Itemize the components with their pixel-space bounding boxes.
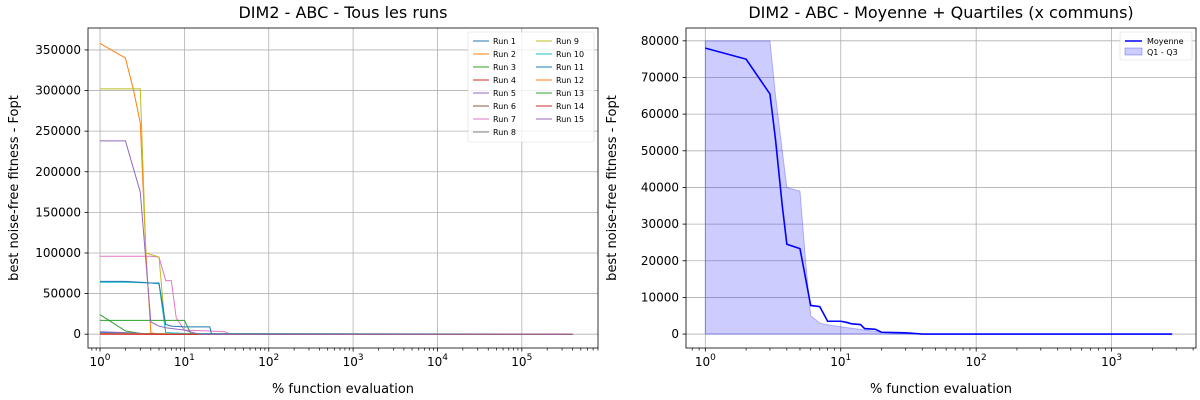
y-tick-label: 100000 bbox=[35, 246, 81, 260]
y-tick-label: 30000 bbox=[641, 217, 679, 231]
series-line-15 bbox=[100, 140, 573, 335]
plot-frame bbox=[685, 27, 1197, 349]
y-tick-label: 150000 bbox=[35, 205, 81, 219]
series-line-3 bbox=[99, 314, 573, 335]
legend-label: Run 4 bbox=[493, 76, 516, 85]
legend: Moyenne Q1 - Q3 bbox=[1119, 31, 1193, 61]
legend-label: Run 2 bbox=[493, 50, 516, 59]
plot-frame bbox=[87, 27, 599, 349]
x-tick-label: 104 bbox=[427, 353, 448, 369]
chart-title: DIM2 - ABC - Moyenne + Quartiles (x comm… bbox=[748, 3, 1133, 22]
y-tick-label: 60000 bbox=[641, 107, 679, 121]
y-tick-label: 350000 bbox=[35, 43, 81, 57]
y-tick-label: 300000 bbox=[35, 84, 81, 98]
x-tick-label: 100 bbox=[90, 353, 111, 369]
x-tick-label: 101 bbox=[830, 353, 851, 369]
y-tick-label: 200000 bbox=[35, 165, 81, 179]
series-line-1 bbox=[705, 47, 1173, 335]
series-line-7 bbox=[100, 255, 573, 335]
series-line-13 bbox=[100, 319, 573, 335]
x-tick-label: 101 bbox=[174, 353, 195, 369]
y-tick-label: 10000 bbox=[641, 290, 679, 304]
x-tick-label: 102 bbox=[966, 353, 987, 369]
y-tick-label: 70000 bbox=[641, 70, 679, 84]
x-tick-label: 103 bbox=[1101, 353, 1122, 369]
y-tick-label: 50000 bbox=[43, 287, 81, 301]
legend-label: Run 10 bbox=[556, 50, 584, 59]
legend-label: Run 8 bbox=[493, 128, 516, 137]
legend-label: Moyenne bbox=[1147, 37, 1184, 46]
y-tick-label: 0 bbox=[73, 327, 81, 341]
y-axis-label: best noise-free fitness - Fopt bbox=[605, 95, 620, 281]
legend-label: Run 9 bbox=[556, 37, 579, 46]
legend-box bbox=[1119, 31, 1193, 61]
legend-label: Run 15 bbox=[556, 115, 584, 124]
legend-box bbox=[467, 31, 595, 143]
y-axis-label: best noise-free fitness - Fopt bbox=[7, 95, 22, 281]
chart-2: 0 10000 20000 30000 40000 50000 60000 70000 8000… bbox=[605, 3, 1197, 397]
legend-label: Run 12 bbox=[556, 76, 584, 85]
y-tick-label: 50000 bbox=[641, 144, 679, 158]
legend-label: Q1 - Q3 bbox=[1147, 48, 1178, 57]
legend-label: Run 6 bbox=[493, 102, 516, 111]
chart-title: DIM2 - ABC - Tous les runs bbox=[238, 3, 447, 22]
x-axis-label: % function evaluation bbox=[272, 382, 414, 397]
legend: Run 1 Run 2 Run 3 Run 4 Run 5 Run 6 Run 7 Run 8… bbox=[467, 31, 595, 143]
x-tick-label: 100 bbox=[695, 353, 716, 369]
legend-label: Run 11 bbox=[556, 63, 584, 72]
legend-label: Run 13 bbox=[556, 89, 584, 98]
legend-label: Run 14 bbox=[556, 102, 584, 111]
legend-label: Run 3 bbox=[493, 63, 516, 72]
legend-label: Run 7 bbox=[493, 115, 516, 124]
y-tick-label: 80000 bbox=[641, 34, 679, 48]
y-tick-label: 0 bbox=[671, 327, 679, 341]
y-tick-label: 40000 bbox=[641, 180, 679, 194]
legend-label: Run 1 bbox=[493, 37, 516, 46]
chart-1: 0 50000 100000 150000 200000 250000 300000 3500… bbox=[7, 3, 599, 397]
y-tick-label: 20000 bbox=[641, 254, 679, 268]
x-tick-label: 103 bbox=[343, 353, 364, 369]
series-line-11 bbox=[100, 280, 573, 335]
x-tick-label: 102 bbox=[258, 353, 279, 369]
x-axis-label: % function evaluation bbox=[870, 382, 1012, 397]
x-tick-label: 105 bbox=[511, 353, 532, 369]
legend-label: Run 5 bbox=[493, 89, 516, 98]
legend-swatch bbox=[1124, 47, 1143, 56]
y-tick-label: 250000 bbox=[35, 124, 81, 138]
